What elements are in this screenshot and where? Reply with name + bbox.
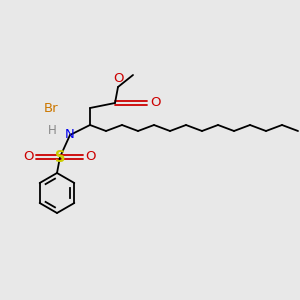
Text: O: O	[23, 151, 34, 164]
Text: Br: Br	[44, 101, 58, 115]
Text: O: O	[85, 151, 95, 164]
Text: H: H	[48, 124, 57, 137]
Text: O: O	[150, 97, 160, 110]
Text: S: S	[55, 149, 65, 164]
Text: N: N	[65, 128, 75, 142]
Text: O: O	[113, 72, 123, 85]
